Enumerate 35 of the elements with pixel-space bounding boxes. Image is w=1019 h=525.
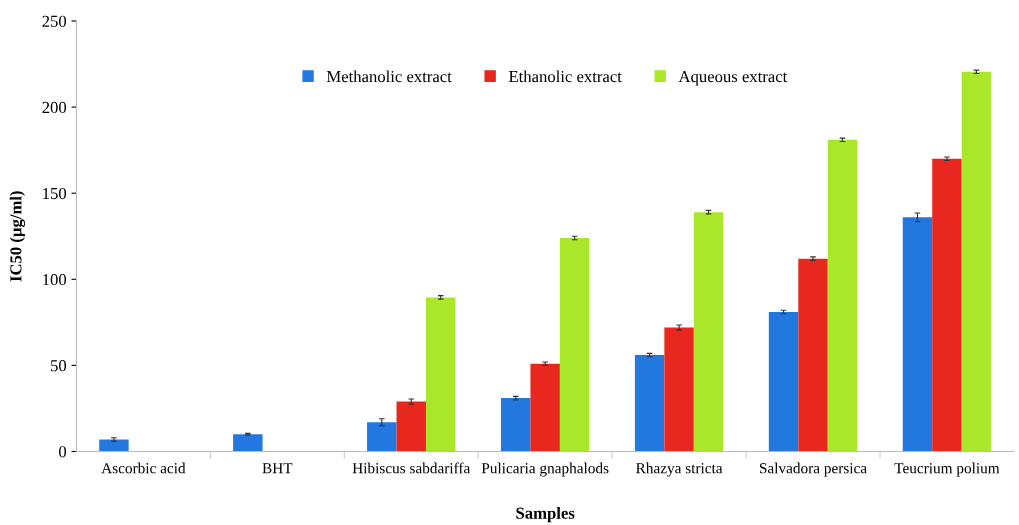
bar xyxy=(500,398,531,452)
bar xyxy=(559,237,590,452)
bar xyxy=(798,258,828,452)
bar xyxy=(902,217,933,452)
bar xyxy=(425,297,456,452)
bar xyxy=(932,158,962,452)
bar xyxy=(233,434,263,452)
y-tick-label: 0 xyxy=(59,446,67,458)
x-tick-label: Ascorbic acid xyxy=(101,462,186,474)
legend-label: Aqueous extract xyxy=(678,71,788,86)
bar xyxy=(827,139,858,452)
x-tick-label: BHT xyxy=(262,463,293,474)
bar xyxy=(99,439,129,452)
y-tick-label: 250 xyxy=(42,15,67,27)
x-tick-label: Pulicaria gnaphalods xyxy=(481,462,609,477)
y-tick-label: 150 xyxy=(43,187,67,200)
y-axis-title: IC50 (µg/ml) xyxy=(9,191,26,282)
bar xyxy=(634,355,665,452)
bar xyxy=(768,312,799,452)
x-tick-label: Hibiscus sabdariffa xyxy=(352,462,471,474)
y-tick-label: 200 xyxy=(42,101,67,114)
bar xyxy=(961,71,992,452)
legend-label: Methanolic extract xyxy=(326,70,452,83)
y-tick-label: 100 xyxy=(43,274,67,286)
bar xyxy=(367,422,397,452)
legend-label: Ethanolic extract xyxy=(508,70,622,83)
x-tick-label: Teucrium polium xyxy=(894,462,1000,477)
x-axis-title: Samples xyxy=(516,507,575,523)
x-tick-label: Salvadora persica xyxy=(759,462,867,477)
x-tick-label: Rhazya stricta xyxy=(636,462,723,477)
bar xyxy=(664,327,694,452)
bar xyxy=(396,401,426,452)
y-tick-label: 50 xyxy=(51,360,67,372)
bar xyxy=(693,212,724,452)
bar xyxy=(530,363,560,452)
